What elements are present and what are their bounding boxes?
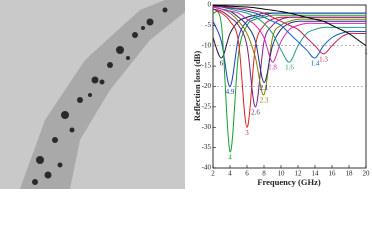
x-tick-label: 20	[363, 170, 371, 178]
x-tick-label: 14	[312, 170, 320, 178]
series-label: 3	[245, 129, 249, 137]
y-axis-title: Reflection loss (dB)	[192, 51, 202, 122]
series-label: 2.6	[251, 108, 260, 116]
line-series	[212, 10, 366, 153]
series-label: 4.9	[226, 88, 235, 96]
series-label: 1.8	[268, 64, 277, 72]
nanotube	[20, 0, 185, 189]
particles	[32, 7, 168, 185]
x-tick-label: 10	[278, 170, 286, 178]
y-tick-label: -25	[202, 102, 212, 110]
y-tick-label: 0	[208, 1, 212, 9]
y-tick-label: -5	[205, 21, 211, 29]
y-tick-label: -15	[202, 62, 212, 70]
line-series	[212, 5, 366, 55]
x-tick-label: 18	[346, 170, 354, 178]
x-tick-label: 12	[295, 170, 303, 178]
y-tick-label: -30	[202, 123, 212, 131]
series-label: 1	[364, 47, 368, 55]
series-label: 1.3	[319, 56, 328, 64]
line-series	[212, 5, 366, 63]
series-label: 1.4	[311, 60, 320, 68]
y-tick-label: -20	[202, 82, 212, 90]
page: {"chart_data": {"type": "line", "xlabel"…	[0, 0, 372, 189]
line-series	[212, 5, 366, 59]
x-tick-label: 8	[262, 170, 266, 178]
x-tick-label: 6	[245, 170, 249, 178]
line-series	[212, 6, 366, 83]
x-tick-label: 16	[329, 170, 337, 178]
y-tick-label: -40	[202, 164, 212, 172]
line-series	[212, 6, 366, 96]
y-tick-label: -35	[202, 143, 212, 151]
line-series	[212, 6, 366, 63]
line-series	[212, 8, 366, 108]
x-tick-label: 4	[228, 170, 232, 178]
series-label: 2.3	[260, 96, 269, 104]
series-label: 2.1	[260, 84, 269, 92]
x-axis-title: Frequency (GHz)	[257, 177, 321, 187]
series-label: 1.6	[285, 64, 294, 72]
line-series	[212, 4, 367, 47]
micrograph	[0, 0, 185, 189]
x-tick-label: 2	[211, 170, 215, 178]
series-label: 4	[228, 153, 232, 161]
series-label: 6	[220, 60, 224, 68]
y-tick-label: -10	[202, 41, 212, 49]
figure: Frequency (GHz) Reflection loss (dB) 2 4 6…	[0, 0, 371, 189]
